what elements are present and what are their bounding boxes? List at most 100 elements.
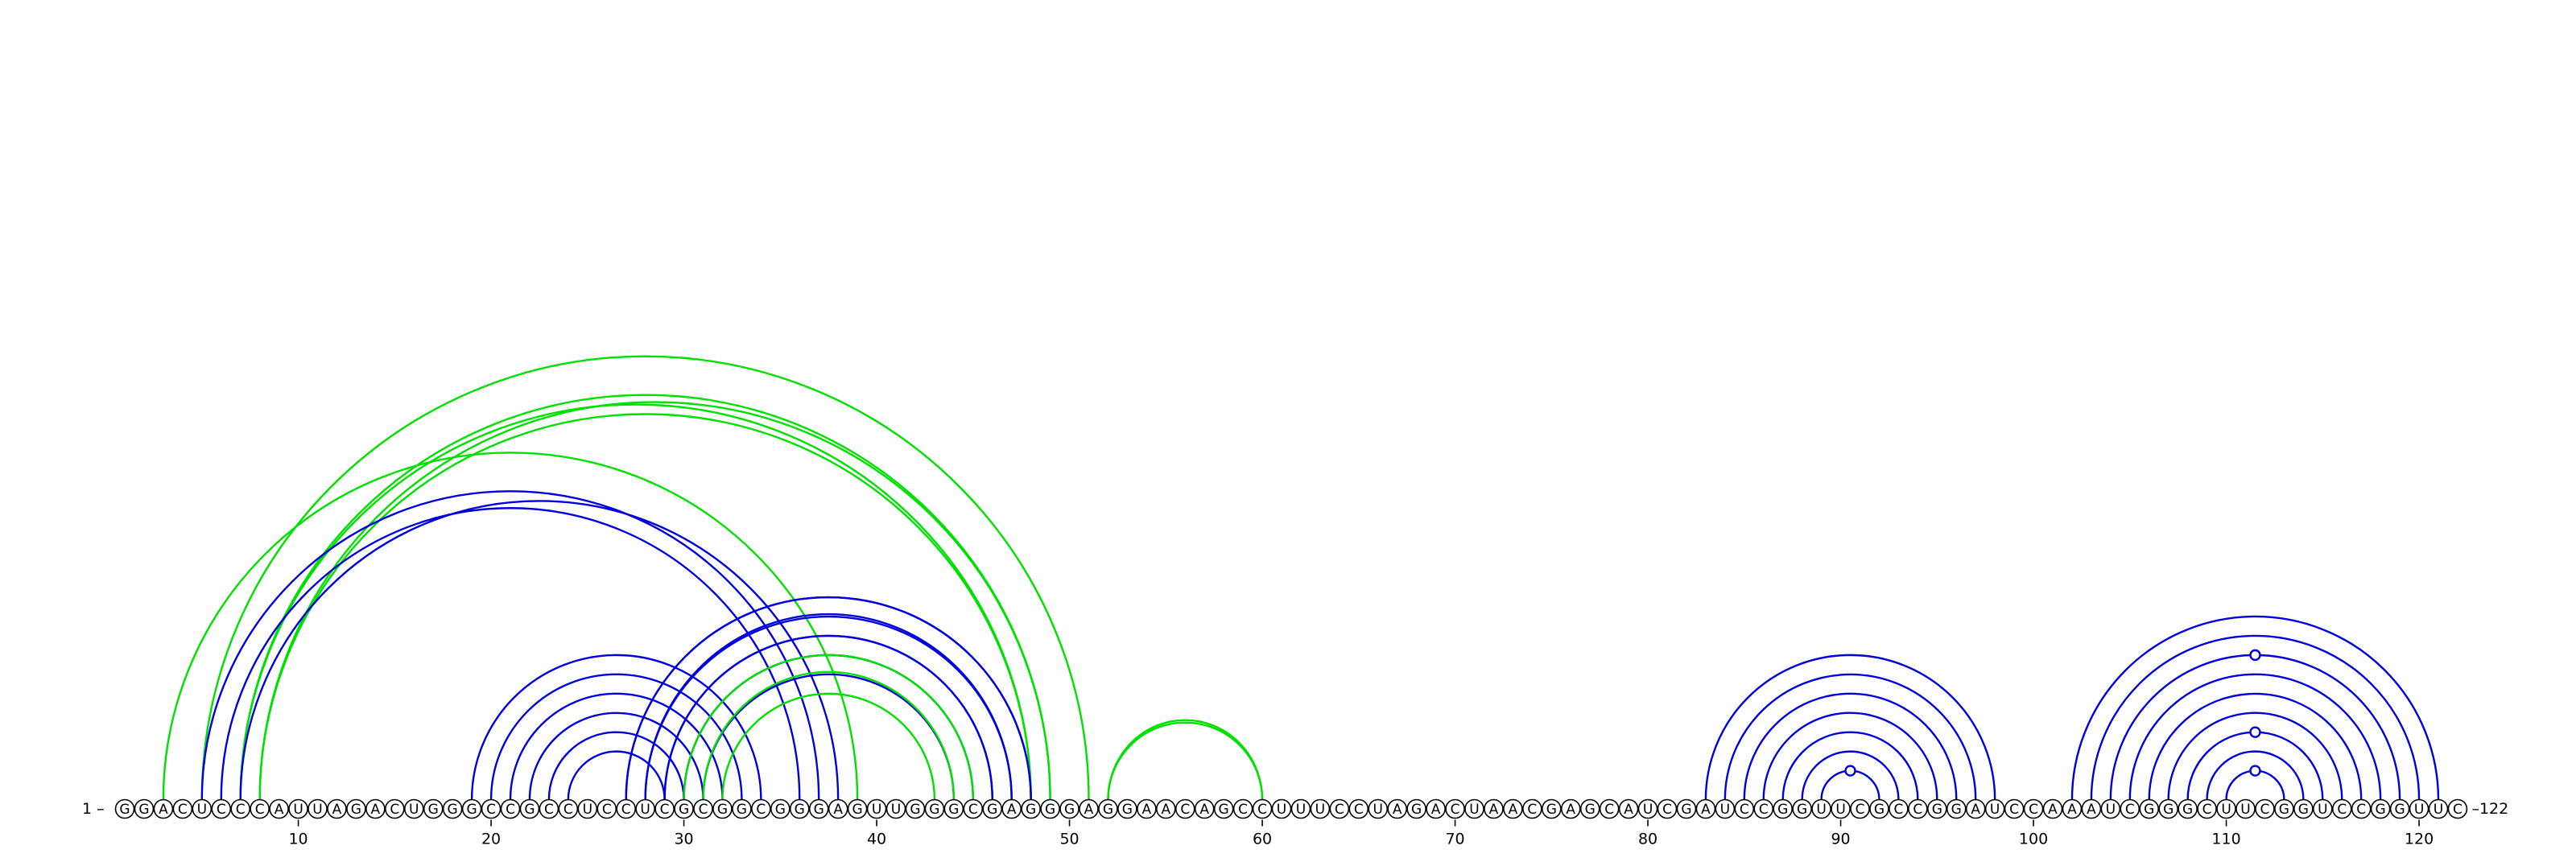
nucleotide-letter: A (1431, 802, 1441, 818)
nucleotide-letter: U (2106, 802, 2116, 818)
tick-label: 110 (2211, 831, 2240, 848)
base-pair-arcs (163, 357, 2438, 800)
nucleotide-letter: C (2125, 802, 2135, 818)
nucleotide-letter: C (236, 802, 246, 818)
nucleotide: U (2429, 800, 2448, 819)
nucleotide-letter: A (833, 802, 843, 818)
base-pair-arc (202, 357, 1089, 800)
nucleotide-letter: C (621, 802, 631, 818)
tick-label: 20 (481, 831, 501, 848)
nucleotide: A (1562, 800, 1580, 819)
nucleotide-letter: A (1007, 802, 1017, 818)
nucleotide: G (1773, 800, 1792, 819)
nucleotide: U (1715, 800, 1734, 819)
nucleotide: U (1831, 800, 1850, 819)
position-axis: 10 20 30 40 50 60 70 80 90 100 110 120 (288, 820, 2434, 848)
nucleotide: A (829, 800, 848, 819)
nucleotide: C (2198, 800, 2216, 819)
nucleotide: C (250, 800, 269, 819)
nucleotide-letter: G (2163, 802, 2174, 818)
nucleotide-letter: A (1566, 802, 1575, 818)
tick-label: 70 (1445, 831, 1464, 848)
nucleotide-letter: A (1161, 802, 1170, 818)
nucleotide-letter: U (2318, 802, 2327, 818)
nucleotide-letter: G (1797, 802, 1807, 818)
nucleotide: C (482, 800, 501, 819)
nucleotide-letter: G (2298, 802, 2309, 818)
nucleotide-letter: A (371, 802, 381, 818)
nucleotide-letter: C (1913, 802, 1922, 818)
base-pair-arc (163, 452, 857, 799)
nucleotide-letter: C (217, 802, 226, 818)
nucleotide-letter: C (2202, 802, 2212, 818)
sequence-start-label: 1 – (82, 800, 105, 818)
nucleotide: G (1947, 800, 1966, 819)
nucleotide-letter: A (1142, 802, 1152, 818)
tick-label: 100 (2019, 831, 2048, 848)
nucleotide-letter: A (1084, 802, 1094, 818)
nucleotide: U (887, 800, 906, 819)
nucleotide: C (1600, 800, 1619, 819)
nucleotide-letter: U (293, 802, 303, 818)
nucleotide: U (1291, 800, 1310, 819)
nucleotide-letter: U (1990, 802, 2000, 818)
nucleotide-letter: U (1816, 802, 1826, 818)
nucleotide: A (1002, 800, 1021, 819)
nucleotide: A (154, 800, 172, 819)
nucleotide-letter: G (1874, 802, 1885, 818)
nucleotide-letter: G (1219, 802, 1229, 818)
nucleotide: G (1215, 800, 1233, 819)
nucleotide: A (1388, 800, 1406, 819)
nucleotide-letter: G (1932, 802, 1942, 818)
nucleotide-letter: C (1257, 802, 1267, 818)
nucleotide: C (231, 800, 250, 819)
nucleotide: G (810, 800, 828, 819)
tick-label: 90 (1831, 831, 1850, 848)
nucleotide-letter: C (1238, 802, 1248, 818)
sequence-end-label: –122 (2471, 800, 2508, 818)
nucleotide-letter: C (602, 802, 612, 818)
base-pair-arc (2149, 694, 2361, 800)
nucleotide-letter: G (1064, 802, 1075, 818)
nucleotide-letter: C (1527, 802, 1537, 818)
nucleotide: G (444, 800, 462, 819)
nucleotide: G (1677, 800, 1695, 819)
nucleotide-letter: G (910, 802, 920, 818)
nucleotide: U (2314, 800, 2332, 819)
nucleotide-letter: C (1893, 802, 1903, 818)
nucleotide: A (1504, 800, 1522, 819)
tick-label: 80 (1638, 831, 1657, 848)
nucleotide-letter: U (1277, 802, 1286, 818)
nucleotide-letter: G (1411, 802, 1422, 818)
nucleotide: U (1368, 800, 1387, 819)
nucleotide: C (752, 800, 770, 819)
nucleotide: C (173, 800, 192, 819)
nucleotide: C (2448, 800, 2467, 819)
nucleotide: U (1311, 800, 1329, 819)
nucleotide-letter: C (1354, 802, 1364, 818)
nucleotide: G (713, 800, 732, 819)
nucleotide-letter: C (1180, 802, 1190, 818)
nucleotide: G (2372, 800, 2390, 819)
nucleotide-letter: C (1662, 802, 1672, 818)
nucleotide: G (1581, 800, 1600, 819)
nucleotide-letter: C (699, 802, 708, 818)
axis-tick: 30 (674, 820, 693, 848)
nucleotide: G (1793, 800, 1811, 819)
nucleotide: C (1851, 800, 1869, 819)
nucleotide-letter: C (506, 802, 515, 818)
axis-tick: 120 (2405, 820, 2434, 848)
nucleotide-letter: G (948, 802, 959, 818)
nucleotide: G (2178, 800, 2197, 819)
base-pair-arc (1108, 723, 1262, 800)
nucleotide-letter: U (1643, 802, 1653, 818)
axis-tick: 70 (1445, 820, 1464, 848)
nucleotide: C (1446, 800, 1464, 819)
nucleotide: A (2082, 800, 2100, 819)
nucleotide-letter: C (544, 802, 554, 818)
axis-tick: 100 (2019, 820, 2048, 848)
nucleotide: U (1986, 800, 2004, 819)
nucleotide-letter: C (2453, 802, 2462, 818)
nucleotide-letter: C (1759, 802, 1769, 818)
tick-label: 50 (1059, 831, 1079, 848)
